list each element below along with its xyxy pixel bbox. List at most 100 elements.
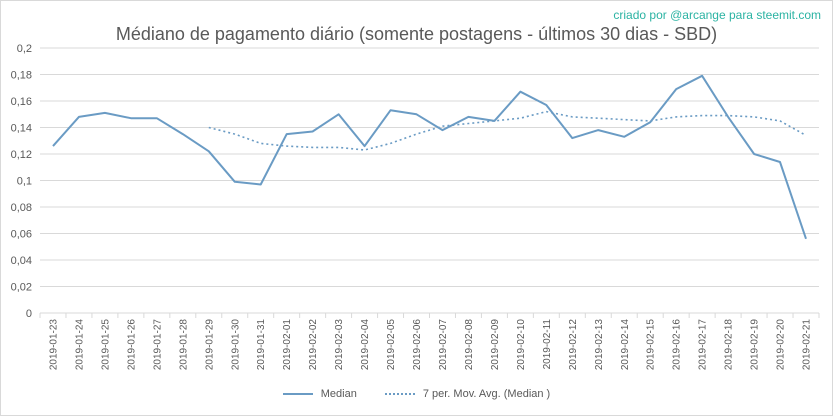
x-tick-label: 2019-01-26 — [126, 319, 137, 371]
data-point — [390, 109, 392, 111]
data-point — [805, 238, 807, 240]
y-tick-label: 0,14 — [11, 123, 32, 135]
y-tick-label: 0,08 — [11, 202, 32, 214]
data-point — [390, 142, 392, 144]
data-point — [416, 113, 418, 115]
data-point — [701, 115, 703, 117]
credit-text: criado por @arcange para steemit.com — [613, 8, 821, 22]
data-point — [571, 116, 573, 118]
data-point — [623, 136, 625, 138]
data-point — [545, 104, 547, 106]
x-tick-label: 2019-01-28 — [178, 319, 189, 371]
y-tick-label: 0,18 — [11, 70, 32, 82]
data-point — [805, 134, 807, 136]
x-tick-label: 2019-02-01 — [282, 319, 293, 371]
x-tick-label: 2019-02-03 — [334, 319, 345, 371]
data-point — [182, 133, 184, 135]
data-point — [130, 117, 132, 119]
x-tick-label: 2019-02-18 — [724, 319, 735, 371]
series-line-median — [52, 74, 807, 240]
data-point — [338, 146, 340, 148]
y-tick-label: 0,06 — [11, 229, 32, 241]
x-tick-label: 2019-02-04 — [360, 319, 371, 371]
data-point — [571, 137, 573, 139]
data-point — [312, 146, 314, 148]
x-tick-label: 2019-02-16 — [672, 319, 683, 371]
data-point — [364, 149, 366, 151]
x-tick-label: 2019-02-21 — [802, 319, 813, 371]
data-point — [753, 116, 755, 118]
chart-title: Médiano de pagamento diário (somente pos… — [115, 24, 718, 44]
data-point — [286, 133, 288, 135]
data-point — [208, 127, 210, 129]
data-point — [597, 129, 599, 131]
data-point — [338, 113, 340, 115]
data-point — [675, 88, 677, 90]
y-tick-label: 0 — [26, 308, 32, 320]
chart-legend: Median 7 per. Mov. Avg. (Median ) — [0, 388, 833, 400]
x-tick-label: 2019-02-05 — [386, 319, 397, 371]
data-point — [467, 123, 469, 125]
data-point — [78, 116, 80, 118]
legend-label-median: Median — [320, 388, 357, 400]
x-tick-label: 2019-01-29 — [204, 319, 215, 371]
data-point — [441, 129, 443, 131]
x-tick-label: 2019-02-07 — [438, 319, 449, 371]
series-line-moving-average — [208, 110, 807, 151]
data-point — [234, 133, 236, 135]
x-tick-label: 2019-02-13 — [594, 319, 605, 371]
data-point — [779, 161, 781, 163]
x-tick-label: 2019-02-02 — [308, 319, 319, 371]
legend-item-median: Median — [282, 388, 357, 400]
data-point — [649, 120, 651, 122]
x-tick-label: 2019-02-06 — [412, 319, 423, 371]
data-point — [467, 116, 469, 118]
data-point — [493, 120, 495, 122]
data-point — [519, 91, 521, 93]
x-tick-label: 2019-02-09 — [490, 319, 501, 371]
x-tick-label: 2019-02-14 — [620, 319, 631, 371]
legend-swatch-solid — [282, 393, 313, 395]
x-tick-label: 2019-01-31 — [256, 319, 267, 371]
data-point — [208, 150, 210, 152]
data-point — [260, 183, 262, 185]
data-point — [519, 117, 521, 119]
legend-label-moving-average: 7 per. Mov. Avg. (Median ) — [422, 388, 551, 400]
x-tick-label: 2019-01-30 — [230, 319, 241, 371]
legend-swatch-dotted — [384, 393, 415, 395]
data-point — [416, 133, 418, 135]
data-point — [779, 120, 781, 122]
x-tick-label: 2019-02-15 — [646, 319, 657, 371]
data-point — [675, 116, 677, 118]
y-tick-label: 0,2 — [17, 43, 32, 55]
data-point — [597, 117, 599, 119]
data-point — [441, 125, 443, 127]
y-tick-label: 0,1 — [17, 176, 32, 188]
y-tick-label: 0,02 — [11, 282, 32, 294]
data-point — [701, 75, 703, 77]
x-tick-label: 2019-01-24 — [74, 319, 85, 371]
data-point — [623, 119, 625, 121]
legend-item-moving-average: 7 per. Mov. Avg. (Median ) — [384, 388, 551, 400]
data-point — [260, 142, 262, 144]
y-tick-label: 0,12 — [11, 149, 32, 161]
data-point — [104, 112, 106, 114]
x-tick-label: 2019-02-19 — [750, 319, 761, 371]
data-point — [52, 145, 54, 147]
x-tick-label: 2019-01-23 — [48, 319, 59, 371]
data-point — [156, 117, 158, 119]
y-tick-label: 0,04 — [11, 255, 32, 267]
x-tick-label: 2019-02-20 — [776, 319, 787, 371]
x-tick-label: 2019-02-12 — [568, 319, 579, 371]
data-point — [286, 145, 288, 147]
data-point — [753, 153, 755, 155]
x-tick-label: 2019-01-27 — [152, 319, 163, 371]
data-point — [364, 145, 366, 147]
x-tick-label: 2019-02-08 — [464, 319, 475, 371]
data-point — [727, 115, 729, 117]
x-tick-label: 2019-02-17 — [698, 319, 709, 371]
y-tick-label: 0,16 — [11, 96, 32, 108]
x-tick-label: 2019-02-10 — [516, 319, 527, 371]
